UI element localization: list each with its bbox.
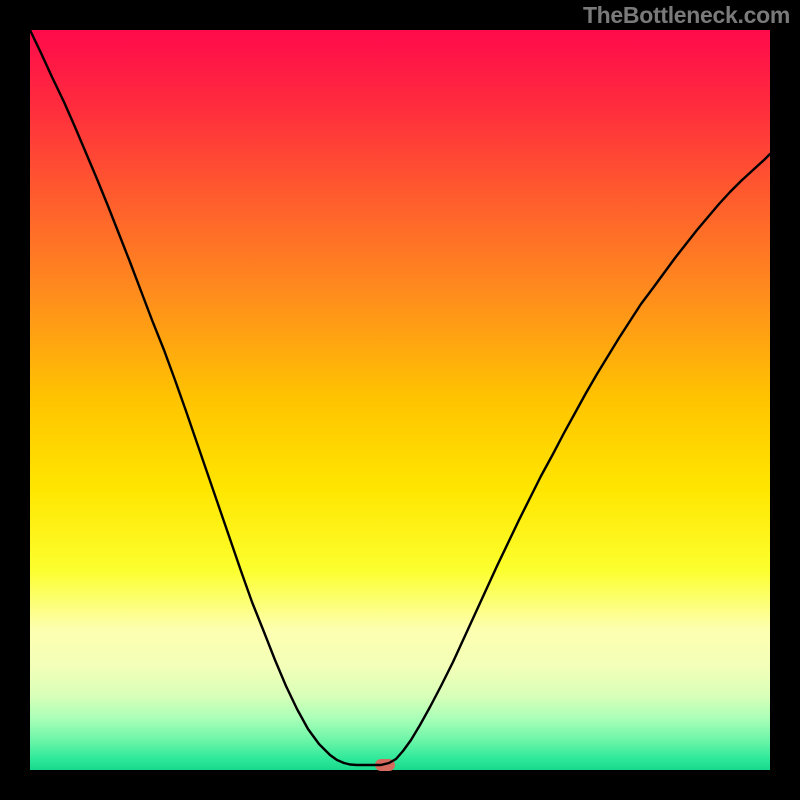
bottleneck-chart <box>0 0 800 800</box>
watermark-text: TheBottleneck.com <box>583 2 790 29</box>
chart-background <box>30 30 770 770</box>
chart-container: TheBottleneck.com <box>0 0 800 800</box>
